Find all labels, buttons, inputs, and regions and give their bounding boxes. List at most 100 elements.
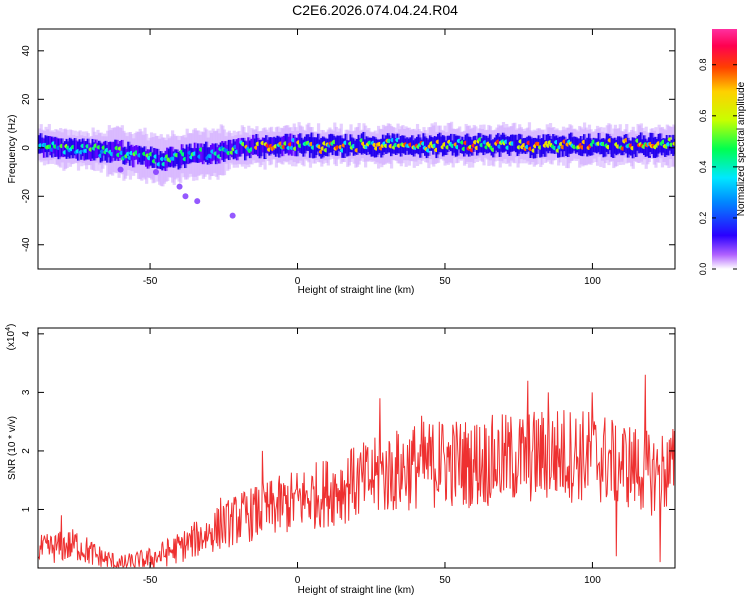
heatmap-cell-core <box>419 137 423 158</box>
heatmap-cell-core <box>72 140 76 159</box>
snr-panel: -50 0 50 100 1 2 3 4 Height of straight line (… <box>5 324 676 596</box>
heatmap-cell-core <box>513 135 517 151</box>
heatmap-cell-core <box>646 140 650 157</box>
heatmap-cell-core <box>299 133 303 153</box>
heatmap-cell-core <box>110 142 115 162</box>
heatmap-cell-core <box>518 133 522 154</box>
heatmap-cell-core <box>187 146 191 165</box>
heatmap-cell-core <box>50 136 55 158</box>
heatmap-cell-core <box>618 136 622 153</box>
spectrogram-heatmap <box>38 121 675 219</box>
heatmap-cell-core <box>655 138 660 157</box>
heatmap-cell-core <box>271 137 275 154</box>
snr-plot-area <box>38 328 675 568</box>
heatmap-blob <box>182 193 189 200</box>
heatmap-cell-core <box>605 133 609 152</box>
heatmap-cell-core <box>634 138 639 158</box>
heatmap-cell-core <box>196 143 201 163</box>
snr-y-tick-label: 2 <box>21 448 32 454</box>
heatmap-cell-core <box>591 139 595 156</box>
heatmap-cell-core <box>391 133 395 154</box>
heatmap-cell-core <box>200 143 204 163</box>
heatmap-cell-core <box>302 139 306 157</box>
heatmap-cell-core <box>292 134 296 151</box>
heatmap-hotspot <box>672 141 675 147</box>
colorbar-gradient <box>712 29 737 269</box>
spectrogram-y-tick-label: 40 <box>21 45 32 57</box>
heatmap-cell-core <box>493 137 497 154</box>
heatmap-cell-core <box>540 138 545 157</box>
heatmap-cell-core <box>295 137 300 157</box>
heatmap-cell-core <box>435 137 439 159</box>
heatmap-cell-core <box>660 139 665 156</box>
heatmap-cell-core <box>63 141 68 157</box>
heatmap-cell-core <box>260 139 264 157</box>
spectrogram-frame <box>37 28 676 270</box>
heatmap-cell-core <box>531 138 535 156</box>
spectrogram-x-label: Height of straight line (km) <box>298 285 415 296</box>
spectrogram-y-tick-label: -20 <box>21 189 32 204</box>
heatmap-cell-core <box>263 138 267 160</box>
heatmap-cell-core <box>120 139 124 160</box>
heatmap-cell-core <box>239 142 243 157</box>
heatmap-cell-core <box>565 139 569 156</box>
snr-x-tick-label: -50 <box>143 575 158 586</box>
heatmap-cell-core <box>354 140 358 155</box>
heatmap-cell-core <box>218 144 222 164</box>
heatmap-cell-core <box>227 139 231 161</box>
heatmap-cell-core <box>222 142 227 162</box>
heatmap-cell-core <box>258 139 262 159</box>
colorbar-tick-label: 0.0 <box>698 263 708 276</box>
heatmap-cell-core <box>459 139 463 154</box>
heatmap-cell-core <box>339 135 343 153</box>
heatmap-cell-core <box>62 142 66 158</box>
spectrogram-x-ticks: -50 0 50 100 <box>143 29 601 287</box>
heatmap-cell-core <box>644 138 648 157</box>
heatmap-cell-core <box>420 139 424 154</box>
heatmap-cell-core <box>247 137 251 156</box>
heatmap-cell-core <box>114 139 118 161</box>
snr-y-tick-label: 3 <box>21 389 32 395</box>
heatmap-cell-core <box>42 138 47 158</box>
heatmap-cell-core <box>370 137 374 157</box>
heatmap-cell-core <box>286 133 290 153</box>
heatmap-cell-core <box>127 141 131 161</box>
heatmap-cell-core <box>355 138 360 155</box>
heatmap-cell-core <box>96 142 100 158</box>
heatmap-cell-core <box>566 138 570 158</box>
heatmap-cell-core <box>479 133 483 153</box>
heatmap-cell-core <box>252 134 256 156</box>
heatmap-cell-core <box>185 144 189 164</box>
heatmap-cell-core <box>39 133 43 154</box>
heatmap-cell-core <box>164 150 168 172</box>
chart-title: C2E6.2026.074.04.24.R04 <box>292 2 458 18</box>
spectrogram-x-tick-label: 0 <box>295 276 301 287</box>
snr-x-tick-label: 0 <box>295 575 301 586</box>
heatmap-cell-core <box>117 143 121 161</box>
spectrogram-panel: -50 0 50 100 -40 -20 0 20 40 Height of straight… <box>7 28 676 296</box>
heatmap-cell-core <box>250 138 254 154</box>
heatmap-cell-core <box>599 139 603 155</box>
heatmap-cell-core <box>612 138 616 159</box>
heatmap-cell-core <box>140 147 144 165</box>
heatmap-cell-core <box>161 153 165 171</box>
colorbar-tick-label: 0.8 <box>698 58 708 71</box>
heatmap-blob <box>152 169 159 176</box>
heatmap-cell-core <box>433 136 437 151</box>
snr-y-tick-label: 4 <box>21 331 32 337</box>
heatmap-cell-core <box>326 138 330 157</box>
heatmap-cell-core <box>607 134 611 155</box>
heatmap-cell-core <box>203 143 207 161</box>
heatmap-cell-core <box>584 139 588 154</box>
heatmap-cell-core <box>673 138 675 155</box>
heatmap-cell-core <box>573 136 577 151</box>
heatmap-cell-core <box>368 137 373 155</box>
heatmap-cell-core <box>201 146 206 165</box>
heatmap-cell-core <box>437 133 441 155</box>
heatmap-cell-core <box>488 134 493 153</box>
snr-series-line <box>38 374 675 568</box>
heatmap-cell-core <box>466 133 470 155</box>
snr-x-label: Height of straight line (km) <box>298 585 415 596</box>
heatmap-cell-core <box>461 136 465 154</box>
heatmap-cell-core <box>482 134 486 156</box>
